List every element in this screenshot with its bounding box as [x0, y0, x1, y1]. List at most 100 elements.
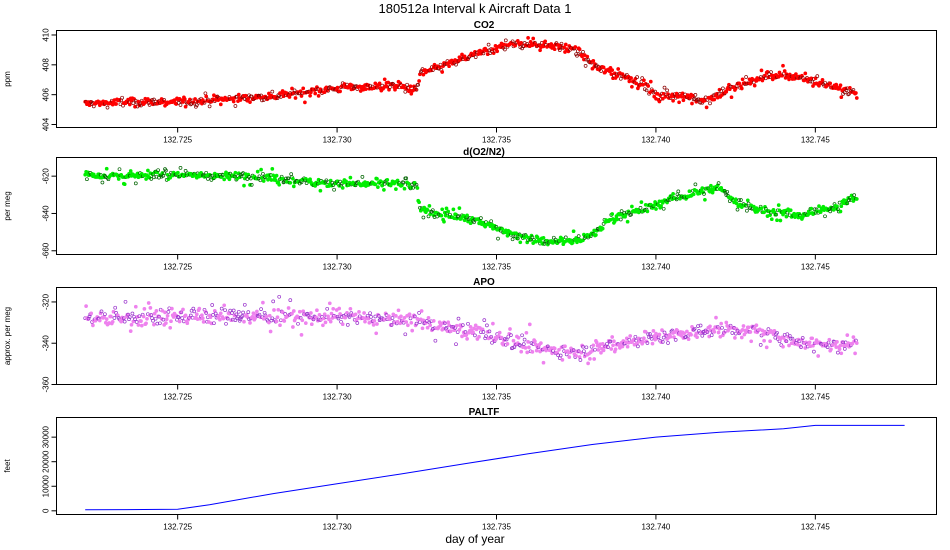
data-point — [127, 315, 132, 319]
data-point — [126, 312, 130, 317]
data-point — [439, 213, 444, 218]
data-point — [317, 313, 322, 317]
data-point — [531, 36, 536, 41]
data-point — [144, 177, 148, 181]
data-point — [625, 344, 630, 349]
data-point — [291, 176, 295, 181]
data-point — [233, 170, 238, 175]
data-point — [315, 308, 319, 313]
data-point — [694, 331, 699, 336]
data-point — [660, 200, 665, 205]
data-point — [278, 323, 282, 328]
data-point — [454, 62, 458, 67]
data-point — [271, 299, 276, 304]
data-point — [422, 205, 427, 210]
y-tick-label: -640 — [42, 205, 51, 222]
data-point — [236, 309, 241, 314]
data-point — [366, 316, 371, 321]
data-point — [122, 319, 127, 324]
data-point — [395, 319, 400, 324]
data-point — [456, 316, 461, 321]
data-point — [194, 103, 199, 108]
data-point — [468, 325, 473, 329]
x-tick-label: 132.725 — [163, 263, 192, 272]
data-point — [847, 198, 851, 202]
data-point — [739, 86, 744, 91]
data-point — [104, 166, 109, 171]
data-point — [477, 334, 481, 339]
data-point — [403, 89, 408, 94]
data-point — [591, 343, 596, 348]
data-point — [402, 315, 407, 320]
data-point — [380, 183, 385, 188]
y-tick-label: -320 — [42, 293, 51, 310]
data-point — [770, 77, 775, 82]
data-point — [527, 345, 531, 350]
data-point — [204, 311, 209, 315]
data-point — [716, 330, 721, 335]
data-point — [517, 343, 522, 347]
data-point — [406, 323, 410, 328]
data-point — [86, 316, 91, 321]
data-point — [489, 334, 494, 339]
data-point — [261, 171, 265, 176]
data-point — [270, 167, 275, 171]
data-point — [505, 342, 510, 346]
data-point — [131, 319, 136, 324]
data-point — [408, 84, 413, 89]
data-point — [523, 346, 528, 350]
data-point — [571, 348, 576, 352]
panel-paltf: PALTF feet 132.725 132.730 132.735 132.740 1… — [3, 407, 937, 532]
x-tick-label: 132.735 — [482, 136, 511, 145]
data-point — [277, 294, 282, 299]
data-point — [784, 214, 789, 219]
data-point — [218, 311, 223, 316]
data-point — [243, 93, 248, 98]
data-point — [180, 316, 185, 320]
data-point — [689, 332, 693, 337]
data-point — [117, 167, 122, 172]
data-point — [148, 306, 153, 310]
data-point — [202, 100, 207, 105]
data-point — [204, 94, 209, 99]
data-point — [740, 77, 745, 82]
data-point — [373, 182, 378, 187]
axes: 132.725 132.730 132.735 132.740 132.745 -660 -… — [42, 168, 831, 272]
data-point — [854, 197, 859, 201]
data-point — [648, 90, 652, 95]
data-point — [658, 93, 663, 98]
data-point — [787, 77, 791, 82]
data-point — [420, 326, 425, 331]
data-point — [207, 104, 212, 109]
data-point — [290, 86, 294, 91]
data-point — [460, 52, 464, 57]
data-point — [671, 98, 675, 103]
y-tick-label: 30000 — [42, 425, 51, 448]
data-point — [562, 45, 566, 50]
data-point — [301, 86, 306, 91]
data-point — [821, 204, 826, 209]
data-point — [841, 340, 845, 345]
data-point — [778, 218, 783, 223]
data-point — [179, 310, 184, 315]
data-point — [483, 336, 488, 341]
data-point — [671, 192, 675, 196]
data-point — [291, 325, 295, 329]
data-point — [213, 311, 218, 316]
data-point — [657, 332, 662, 337]
data-point — [681, 98, 686, 103]
data-point — [695, 335, 699, 340]
data-point — [442, 321, 447, 326]
data-point — [200, 313, 204, 318]
data-point — [575, 53, 579, 58]
data-point — [759, 68, 764, 73]
data-point — [744, 75, 748, 79]
data-point — [668, 334, 673, 339]
data-point — [391, 312, 396, 317]
data-point — [99, 309, 104, 314]
data-point — [827, 337, 832, 342]
panel-co2: CO2 ppm 132.725 132.730 132.735 132.740 132.… — [3, 20, 937, 145]
data-point — [719, 321, 724, 326]
data-point — [854, 341, 859, 345]
data-point — [133, 104, 137, 109]
